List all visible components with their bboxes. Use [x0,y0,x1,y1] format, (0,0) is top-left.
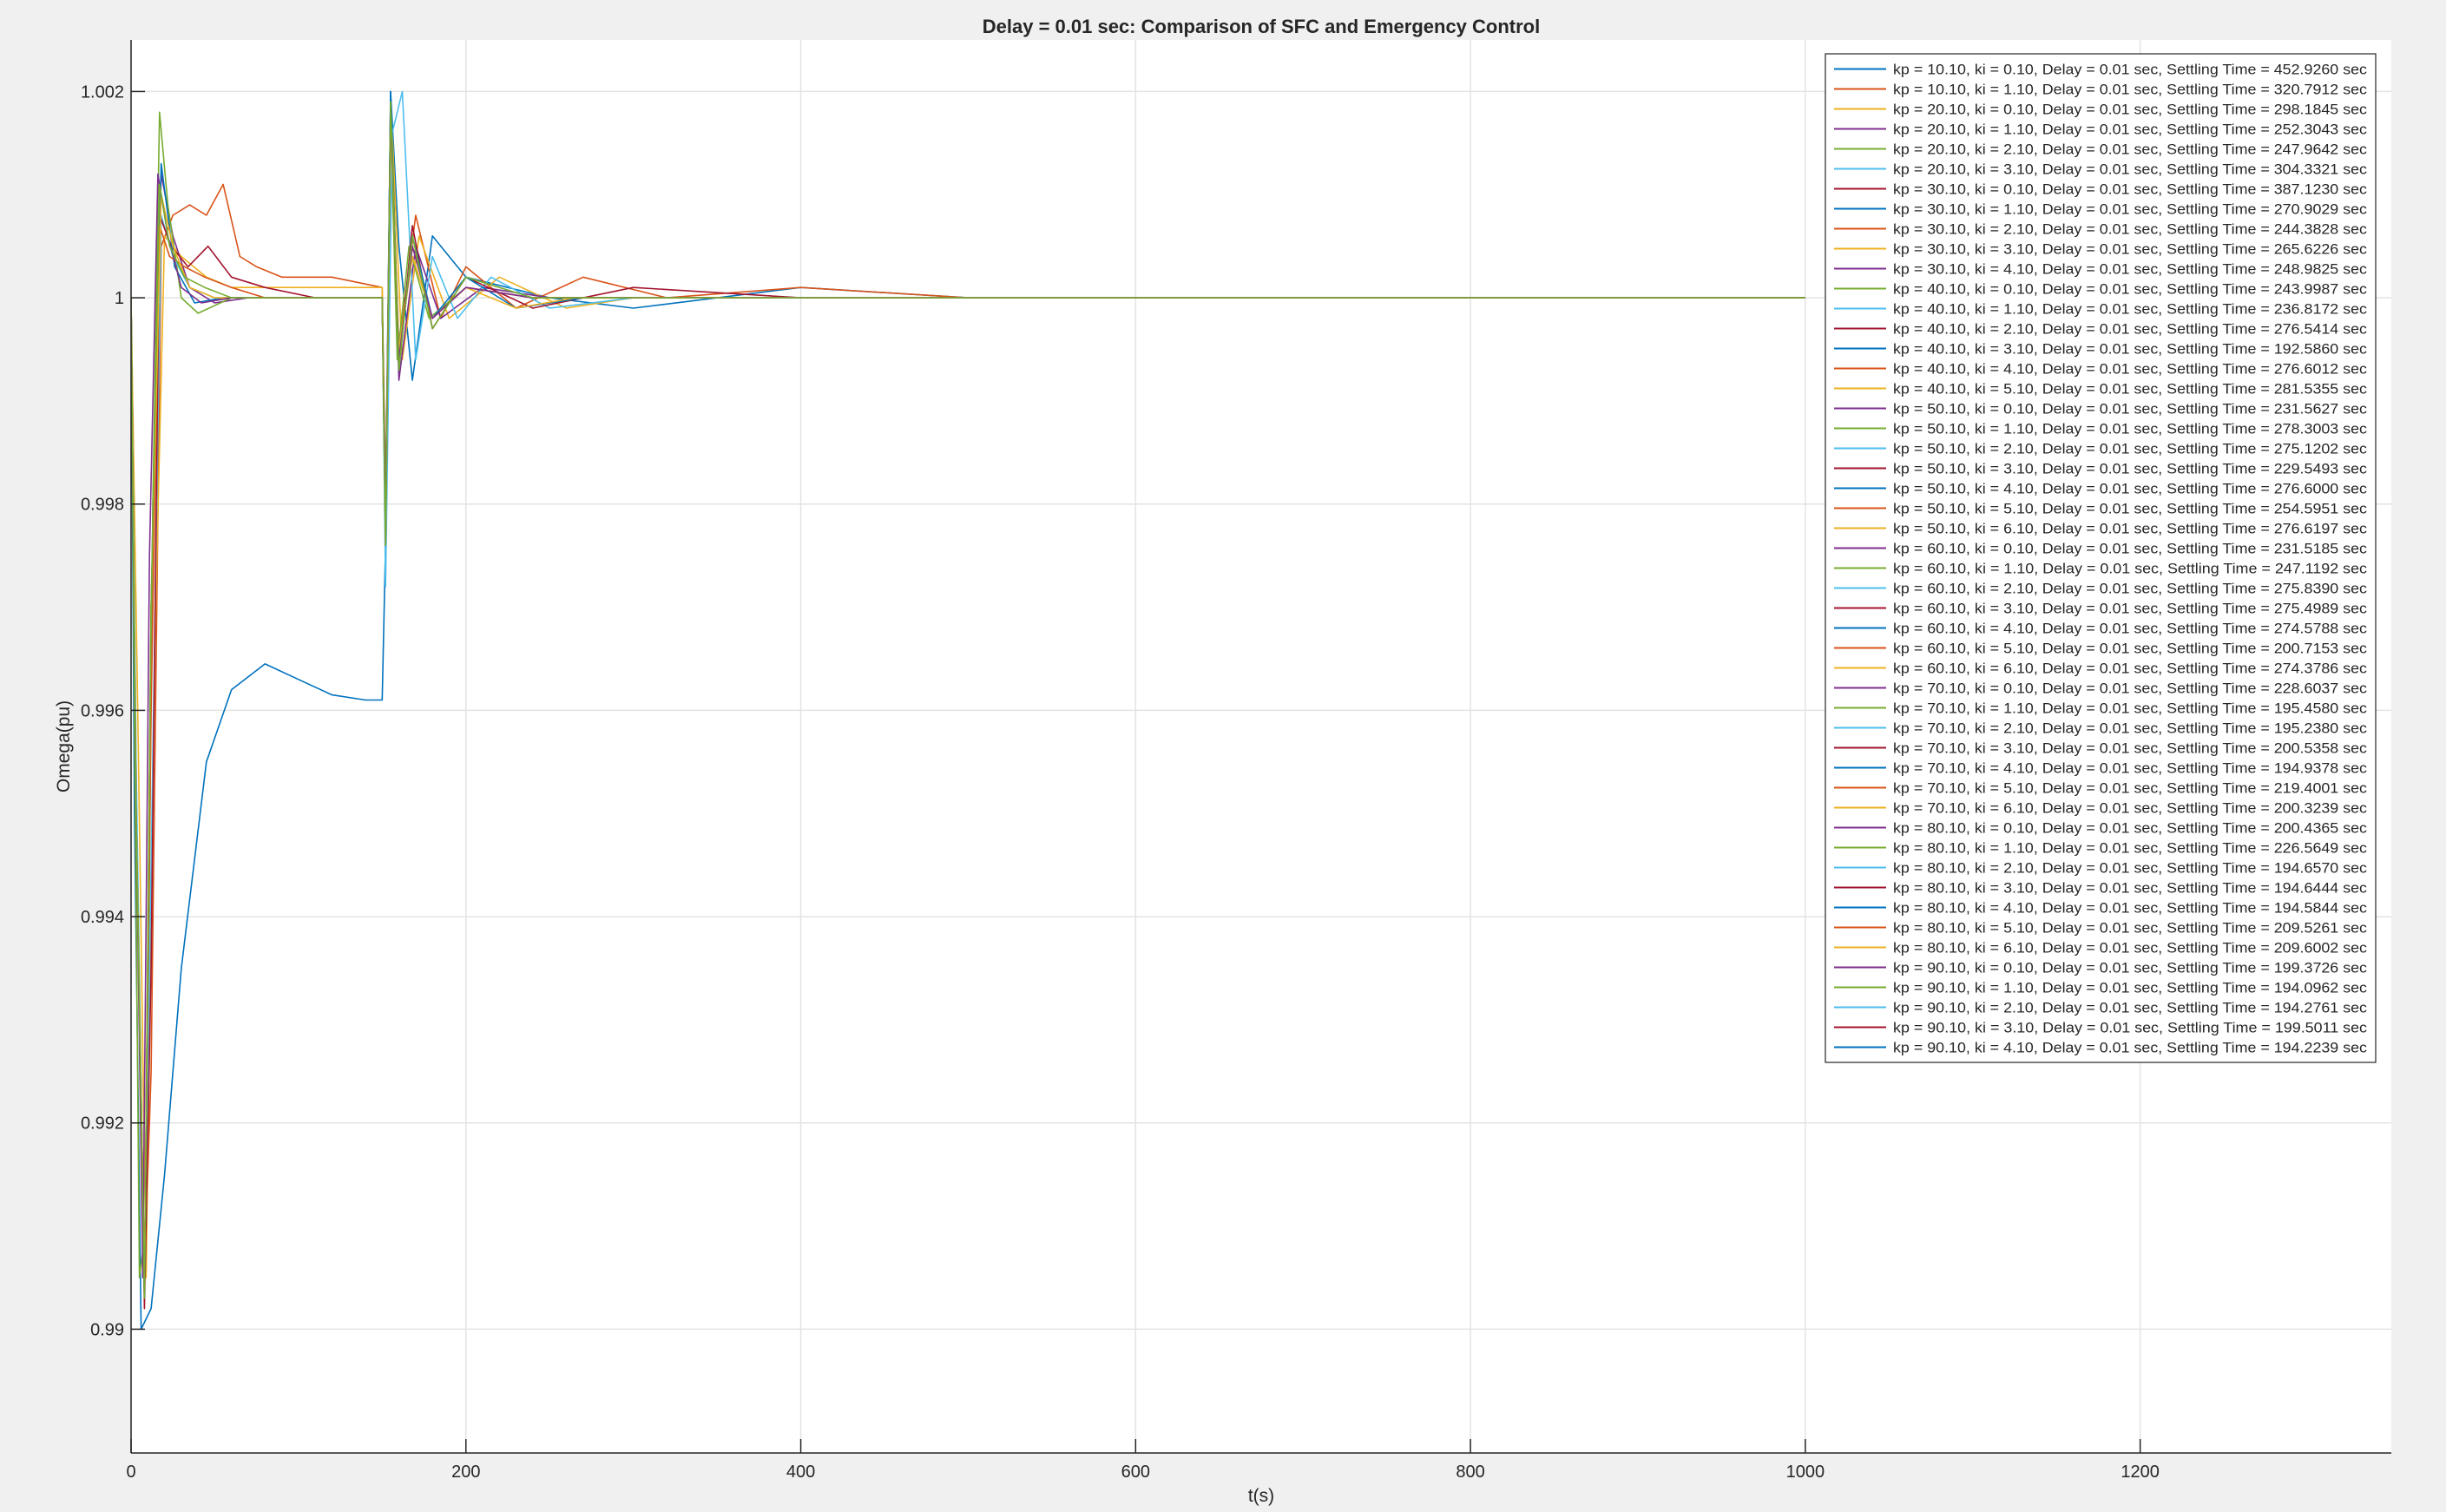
legend-entry: kp = 50.10, ki = 3.10, Delay = 0.01 sec,… [1893,461,2368,477]
legend-entry: kp = 80.10, ki = 3.10, Delay = 0.01 sec,… [1893,880,2368,897]
legend-entry: kp = 60.10, ki = 3.10, Delay = 0.01 sec,… [1893,601,2368,617]
legend-entry: kp = 30.10, ki = 0.10, Delay = 0.01 sec,… [1893,181,2368,198]
legend[interactable]: kp = 10.10, ki = 0.10, Delay = 0.01 sec,… [1825,53,2377,1063]
legend-entry: kp = 70.10, ki = 6.10, Delay = 0.01 sec,… [1893,800,2368,817]
legend-entry: kp = 20.10, ki = 0.10, Delay = 0.01 sec,… [1893,102,2368,118]
legend-entry: kp = 80.10, ki = 4.10, Delay = 0.01 sec,… [1893,900,2368,917]
legend-entry: kp = 50.10, ki = 2.10, Delay = 0.01 sec,… [1893,441,2368,457]
legend-entry: kp = 70.10, ki = 4.10, Delay = 0.01 sec,… [1893,760,2368,777]
legend-entry: kp = 90.10, ki = 1.10, Delay = 0.01 sec,… [1893,980,2368,996]
legend-entry: kp = 40.10, ki = 1.10, Delay = 0.01 sec,… [1893,301,2368,318]
x-tick-label: 400 [786,1463,815,1482]
legend-entry: kp = 40.10, ki = 3.10, Delay = 0.01 sec,… [1893,341,2368,358]
legend-entry: kp = 80.10, ki = 6.10, Delay = 0.01 sec,… [1893,940,2368,957]
series-line [131,101,1805,1299]
legend-entry: kp = 40.10, ki = 0.10, Delay = 0.01 sec,… [1893,281,2368,298]
legend-entry: kp = 60.10, ki = 5.10, Delay = 0.01 sec,… [1893,641,2368,657]
chart-title: Delay = 0.01 sec: Comparison of SFC and … [983,16,1540,37]
legend-entry: kp = 90.10, ki = 4.10, Delay = 0.01 sec,… [1893,1040,2368,1056]
series-line [131,111,1805,1279]
legend-entry: kp = 40.10, ki = 2.10, Delay = 0.01 sec,… [1893,321,2368,338]
legend-entry: kp = 80.10, ki = 5.10, Delay = 0.01 sec,… [1893,920,2368,937]
legend-entry: kp = 30.10, ki = 2.10, Delay = 0.01 sec,… [1893,221,2368,238]
tick-labels: 0 200 400 600 800 1000 1200 0.99 0.992 0.994 0.996… [81,82,2160,1482]
y-tick-label: 0.99 [90,1320,124,1339]
series-layer [131,90,1805,1331]
y-tick-label: 0.996 [81,701,124,720]
legend-entry: kp = 50.10, ki = 4.10, Delay = 0.01 sec,… [1893,481,2368,497]
legend-entry: kp = 70.10, ki = 2.10, Delay = 0.01 sec,… [1893,720,2368,737]
legend-entry: kp = 30.10, ki = 3.10, Delay = 0.01 sec,… [1893,241,2368,258]
legend-entry: kp = 60.10, ki = 1.10, Delay = 0.01 sec,… [1893,561,2368,577]
x-tick-label: 200 [451,1463,480,1482]
y-tick-label: 1.002 [81,82,124,102]
legend-entry: kp = 20.10, ki = 2.10, Delay = 0.01 sec,… [1893,141,2368,158]
x-axis-label: t(s) [1248,1486,1274,1506]
legend-entry: kp = 50.10, ki = 0.10, Delay = 0.01 sec,… [1893,401,2368,417]
legend-entry: kp = 20.10, ki = 3.10, Delay = 0.01 sec,… [1893,161,2368,178]
legend-entry: kp = 40.10, ki = 5.10, Delay = 0.01 sec,… [1893,381,2368,398]
legend-entry: kp = 70.10, ki = 3.10, Delay = 0.01 sec,… [1893,740,2368,757]
legend-entry: kp = 80.10, ki = 1.10, Delay = 0.01 sec,… [1893,840,2368,857]
legend-entry: kp = 70.10, ki = 5.10, Delay = 0.01 sec,… [1893,780,2368,797]
legend-entry: kp = 90.10, ki = 3.10, Delay = 0.01 sec,… [1893,1020,2368,1036]
legend-entry: kp = 50.10, ki = 5.10, Delay = 0.01 sec,… [1893,501,2368,517]
y-axis-label: Omega(pu) [54,700,74,792]
y-tick-label: 0.998 [81,496,124,515]
legend-entry: kp = 90.10, ki = 2.10, Delay = 0.01 sec,… [1893,1000,2368,1016]
legend-entry: kp = 50.10, ki = 1.10, Delay = 0.01 sec,… [1893,421,2368,437]
x-tick-label: 0 [126,1463,135,1482]
x-tick-label: 800 [1456,1463,1484,1482]
x-tick-label: 600 [1121,1463,1150,1482]
series-line [131,132,1805,1279]
axes [130,40,2391,1454]
legend-box [1825,53,2377,1063]
legend-entry: kp = 30.10, ki = 1.10, Delay = 0.01 sec,… [1893,201,2368,218]
legend-entry: kp = 70.10, ki = 0.10, Delay = 0.01 sec,… [1893,680,2368,697]
legend-entry: kp = 70.10, ki = 1.10, Delay = 0.01 sec,… [1893,700,2368,717]
legend-entry: kp = 60.10, ki = 0.10, Delay = 0.01 sec,… [1893,541,2368,557]
legend-entry: kp = 60.10, ki = 2.10, Delay = 0.01 sec,… [1893,581,2368,597]
y-tick-label: 0.992 [81,1114,124,1134]
y-tick-label: 1 [115,289,124,308]
legend-entry: kp = 20.10, ki = 1.10, Delay = 0.01 sec,… [1893,122,2368,138]
legend-entry: kp = 30.10, ki = 4.10, Delay = 0.01 sec,… [1893,261,2368,278]
y-tick-label: 0.994 [81,908,124,927]
legend-entry: kp = 40.10, ki = 4.10, Delay = 0.01 sec,… [1893,361,2368,378]
legend-entry: kp = 90.10, ki = 0.10, Delay = 0.01 sec,… [1893,960,2368,976]
legend-entry: kp = 10.10, ki = 0.10, Delay = 0.01 sec,… [1893,62,2368,78]
x-tick-label: 1200 [2121,1463,2160,1482]
legend-entry: kp = 10.10, ki = 1.10, Delay = 0.01 sec,… [1893,82,2368,98]
legend-entry: kp = 60.10, ki = 6.10, Delay = 0.01 sec,… [1893,661,2368,677]
x-tick-label: 1000 [1786,1463,1825,1482]
legend-entry: kp = 60.10, ki = 4.10, Delay = 0.01 sec,… [1893,621,2368,637]
legend-entry: kp = 50.10, ki = 6.10, Delay = 0.01 sec,… [1893,521,2368,537]
legend-entry: kp = 80.10, ki = 2.10, Delay = 0.01 sec,… [1893,860,2368,877]
legend-entry: kp = 80.10, ki = 0.10, Delay = 0.01 sec,… [1893,820,2368,837]
